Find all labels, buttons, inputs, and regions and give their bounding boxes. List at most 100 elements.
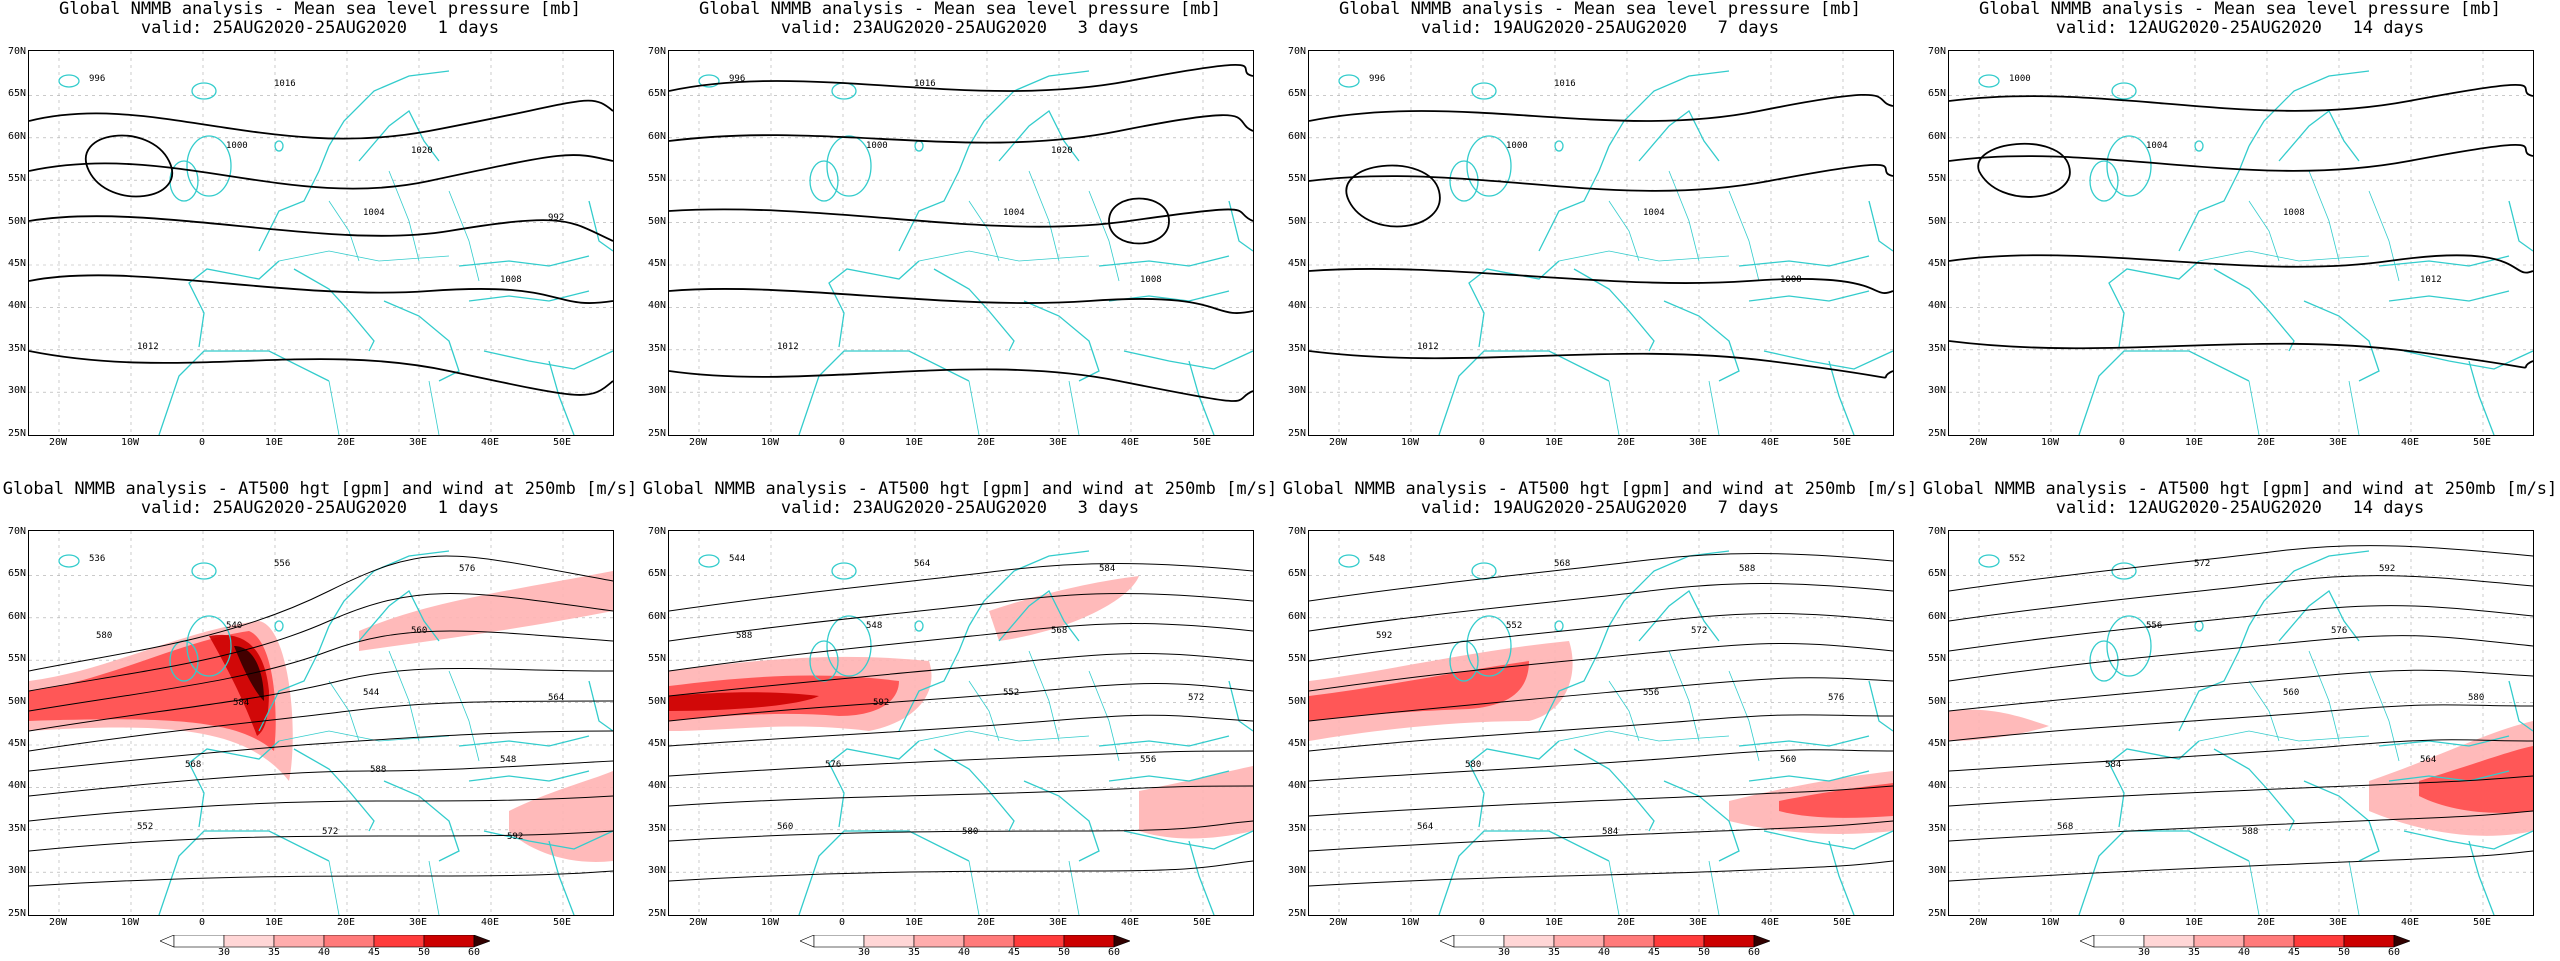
longitude-label: 0 bbox=[2118, 917, 2126, 928]
border-line bbox=[1608, 200, 1640, 262]
longitude-label: 50E bbox=[1192, 917, 1212, 928]
contour-line bbox=[669, 653, 1253, 697]
coastlines bbox=[698, 70, 1253, 435]
coastline bbox=[1738, 255, 1870, 267]
border-line bbox=[2248, 380, 2260, 435]
latitude-label: 25N bbox=[7, 427, 26, 439]
coastline bbox=[293, 748, 375, 832]
contour-line bbox=[29, 99, 613, 140]
contour-line bbox=[1949, 739, 2533, 772]
longitude-label: 10W bbox=[2040, 437, 2060, 448]
longitude-label: 10E bbox=[1544, 917, 1564, 928]
coastline bbox=[188, 260, 280, 348]
island-outline bbox=[191, 82, 217, 100]
longitude-label: 50E bbox=[1832, 917, 1852, 928]
coastline bbox=[1763, 830, 1893, 850]
coastline bbox=[188, 740, 280, 828]
colorbar-tick-label: 60 bbox=[467, 947, 481, 958]
coastlines bbox=[1978, 70, 2533, 435]
contour-labels: 548 552 556 560 564 568 572 576 580 584 588 592 bbox=[1369, 554, 1844, 837]
longitude-label: 20E bbox=[976, 917, 996, 928]
longitude-label: 10W bbox=[760, 437, 780, 448]
longitude-label: 40E bbox=[2400, 917, 2420, 928]
colorbar-high-arrow bbox=[2393, 934, 2411, 948]
wind-shade bbox=[989, 576, 1139, 641]
border-line bbox=[1028, 170, 1060, 262]
coastline bbox=[468, 290, 590, 302]
longitude-label: 30E bbox=[1048, 437, 1068, 448]
panel-title: Global NMMB analysis - Mean sea level pr… bbox=[1979, 0, 2501, 19]
contour-label: 564 bbox=[2420, 755, 2436, 765]
longitude-label: 20E bbox=[976, 437, 996, 448]
border-line bbox=[968, 380, 980, 435]
contour-line bbox=[29, 593, 613, 692]
panel-valid-period: valid: 19AUG2020-25AUG2020 7 days bbox=[1420, 498, 1780, 518]
contour-line bbox=[1345, 164, 1441, 228]
contour-line bbox=[29, 154, 613, 190]
latitude-label: 40N bbox=[647, 780, 666, 792]
wind-colorbar: 30 35 40 45 50 60 bbox=[1439, 934, 1771, 958]
longitude-label: 0 bbox=[838, 917, 846, 928]
contour-line bbox=[669, 114, 1253, 144]
border-line bbox=[388, 650, 420, 742]
coastline bbox=[158, 830, 330, 915]
coastline bbox=[293, 268, 375, 352]
contour-label: 588 bbox=[370, 765, 386, 775]
contour-label: 572 bbox=[1691, 626, 1707, 636]
coastline bbox=[1828, 840, 1855, 915]
contour-label: 1020 bbox=[1051, 146, 1073, 156]
latitude-label: 65N bbox=[7, 88, 26, 100]
longitude-label: 20W bbox=[1968, 437, 1988, 448]
colorbar-high-arrow bbox=[1753, 934, 1771, 948]
island-outline bbox=[191, 562, 217, 580]
longitude-label: 20W bbox=[1328, 437, 1348, 448]
contour-line bbox=[29, 350, 613, 396]
contour-label: 1004 bbox=[2146, 141, 2168, 151]
contour-line bbox=[669, 820, 1253, 842]
wind-shade bbox=[29, 631, 276, 751]
coastline bbox=[1608, 70, 1730, 147]
contours bbox=[1949, 545, 2533, 882]
latitude-label: 50N bbox=[647, 695, 666, 707]
island-outline bbox=[1449, 640, 1479, 682]
contour-line bbox=[1309, 677, 1893, 722]
contour-label: 1012 bbox=[1417, 342, 1439, 352]
coastline bbox=[2278, 590, 2360, 642]
map-canvas: 544 548 552 556 560 564 568 572 576 580 584 588 592 bbox=[669, 531, 1253, 915]
island-outline bbox=[1554, 140, 1564, 152]
island-outline bbox=[1978, 554, 2000, 568]
coastline bbox=[383, 780, 460, 862]
colorbar-tick-label: 35 bbox=[907, 947, 921, 958]
contour-label: 548 bbox=[500, 755, 516, 765]
longitude-label: 20E bbox=[336, 437, 356, 448]
colorbar-bin bbox=[223, 934, 275, 948]
colorbar-tick-label: 35 bbox=[267, 947, 281, 958]
contour-line bbox=[669, 750, 1253, 777]
border-line bbox=[1088, 190, 1120, 282]
colorbar-canvas bbox=[159, 934, 491, 948]
colorbar-bin bbox=[1703, 934, 1755, 948]
contour-label: 552 bbox=[2009, 554, 2025, 564]
colorbar-bin bbox=[1013, 934, 1065, 948]
colorbar-bin bbox=[2243, 934, 2295, 948]
contour-line bbox=[29, 795, 613, 822]
graticule bbox=[1309, 51, 1893, 435]
latitude-label: 35N bbox=[1287, 822, 1306, 834]
map-canvas: 996 1000 1004 1008 1012 1016 1020 992 bbox=[29, 51, 613, 435]
contour-label: 560 bbox=[1780, 755, 1796, 765]
coastline bbox=[483, 350, 613, 370]
coastlines bbox=[58, 70, 613, 435]
contour-line bbox=[669, 623, 1253, 672]
coastline bbox=[258, 625, 330, 732]
contour-label: 540 bbox=[226, 621, 242, 631]
wind-shade bbox=[669, 692, 819, 711]
latitude-label: 50N bbox=[7, 215, 26, 227]
colorbar-tick-label: 30 bbox=[2137, 947, 2151, 958]
latitude-label: 50N bbox=[647, 215, 666, 227]
island-outline bbox=[698, 74, 720, 88]
island-outline bbox=[1978, 74, 2000, 88]
contour-label: 1004 bbox=[363, 208, 385, 218]
contour-label: 584 bbox=[1099, 564, 1115, 574]
island-outline bbox=[1449, 160, 1479, 202]
panel-title: Global NMMB analysis - AT500 hgt [gpm] a… bbox=[642, 479, 1278, 499]
